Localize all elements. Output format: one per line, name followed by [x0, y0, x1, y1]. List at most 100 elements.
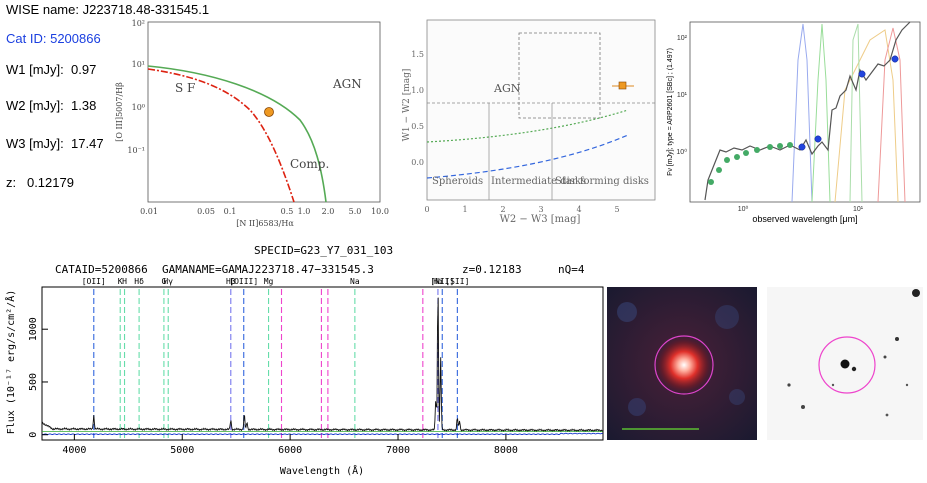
star-dot — [895, 337, 899, 341]
spectrum-line-label: [OII] — [82, 277, 106, 286]
w3-label: W3 [mJy]: — [6, 136, 64, 151]
star-dot — [831, 383, 835, 387]
sed-green-point — [716, 167, 722, 173]
bpt-xtick-1: 0.05 — [197, 207, 215, 216]
bpt-x-ticks: 0.01 0.05 0.1 0.5 1.0 2.0 5.0 10.0 — [140, 207, 389, 216]
sed-filter-w4 — [877, 27, 906, 203]
spectrum-cataid: CATAID=5200866 — [55, 263, 148, 276]
spectrum-line-label: Na — [350, 277, 360, 286]
sed-green-point — [743, 150, 749, 156]
sed-blue-point — [798, 143, 806, 151]
bpt-xlabel: [N II]6583/Hα — [236, 219, 294, 228]
spectrum-specid: SPECID=G23_Y7_031_103 — [254, 244, 394, 257]
spectrum-xtick-label: 8000 — [494, 445, 518, 456]
noise-blob — [715, 305, 739, 329]
sed-ytick-1: 10¹ — [677, 92, 688, 99]
spectrum-ytick-label: 500 — [28, 373, 39, 391]
sed-filter-w3 — [834, 29, 899, 203]
sed-green-point — [708, 179, 714, 185]
bpt-ytick-1: 10¹ — [132, 60, 145, 69]
bpt-region-sf: S F — [175, 81, 195, 95]
spectrum-x-ticks: 4000 5000 6000 7000 8000 — [62, 434, 518, 456]
sed-filter-w2 — [811, 23, 831, 203]
w2-label: W2 [mJy]: — [6, 98, 64, 113]
sed-blue-points — [798, 55, 899, 151]
wcc-x-ticks: 0 1 2 3 4 5 — [424, 205, 619, 214]
noise-blob — [628, 398, 646, 416]
spectrum-sigma-trace — [41, 432, 603, 435]
sed-template — [704, 21, 911, 201]
bpt-y-ticks: 10² 10¹ 10⁰ 10⁻¹ — [127, 19, 145, 155]
sed-blue-point — [814, 135, 822, 143]
sed-green-point — [754, 147, 760, 153]
bpt-xtick-6: 5.0 — [349, 207, 362, 216]
wcc-xtick-5: 5 — [614, 205, 619, 214]
sed-green-point — [734, 154, 740, 160]
star-dot — [912, 289, 920, 297]
bpt-point — [264, 107, 274, 117]
w1-row: W1 [mJy]: 0.97 — [6, 62, 96, 77]
cat-id-row: Cat ID: 5200866 — [6, 31, 101, 46]
wise-color-diagram: AGN Spheroids Intermediate disks Star fo… — [402, 19, 656, 225]
aperture-circle — [818, 336, 876, 394]
z-value: 0.12179 — [26, 175, 74, 190]
bpt-ylabel: [O III]5007/Hβ — [115, 82, 124, 142]
color-image-thumbnail — [607, 287, 757, 440]
w2-row: W2 [mJy]: 1.38 — [6, 98, 96, 113]
star-dot — [885, 413, 889, 417]
spectrum-xtick-label: 6000 — [278, 445, 302, 456]
sed-blue-point — [858, 70, 866, 78]
galaxy-core — [840, 359, 850, 369]
wise-name-value: J223718.48-331545.1 — [82, 2, 210, 17]
bpt-ytick-0: 10² — [132, 19, 145, 28]
sed-xlabel: observed wavelength [μm] — [752, 214, 857, 224]
wcc-xlabel: W2 − W3 [mag] — [500, 214, 581, 225]
bpt-xtick-4: 1.0 — [298, 207, 311, 216]
w2-value: 1.38 — [71, 98, 97, 113]
bpt-kauffmann-curve — [147, 68, 295, 203]
wcc-ytick-2: 1.0 — [411, 86, 424, 95]
spectrum-xtick-label: 5000 — [170, 445, 194, 456]
spectrum-plot: [OII] K H Hδ GHγ Hβ[OIII] Mg Na Hα[NII][SII] 400… — [4, 277, 604, 477]
star-dot — [883, 355, 887, 359]
bpt-xtick-2: 0.1 — [224, 207, 237, 216]
sed-green-point — [777, 143, 783, 149]
wcc-ytick-3: 1.5 — [411, 50, 424, 59]
spectrum-line-label: Hβ — [226, 277, 236, 286]
bpt-xtick-5: 2.0 — [322, 207, 335, 216]
cat-id-label: Cat ID: — [6, 31, 47, 46]
spectrum-frame — [41, 286, 604, 441]
wcc-blue-curve — [426, 134, 629, 179]
spectrum-line-markers — [93, 289, 458, 438]
bpt-kewley-curve — [147, 65, 327, 203]
wcc-ytick-0: 0.0 — [411, 158, 424, 167]
wcc-xtick-2: 2 — [500, 205, 505, 214]
spectrum-nq: nQ=4 — [558, 263, 585, 276]
bpt-xtick-0: 0.01 — [140, 207, 158, 216]
bpt-region-comp: Comp. — [290, 157, 329, 171]
spectrum-redshift: z=0.12183 — [462, 263, 522, 276]
star-dot — [801, 405, 805, 409]
wcc-frame — [426, 19, 656, 201]
sed-filter-nir — [849, 23, 863, 203]
sed-blue-point — [891, 55, 899, 63]
wise-name-row: WISE name: J223718.48-331545.1 — [6, 2, 209, 17]
spectrum-line-label: Mg — [264, 277, 274, 286]
spectrum-line-label: [NII] — [430, 277, 454, 286]
sed-xtick-1: 10¹ — [853, 206, 864, 213]
sed-green-point — [724, 157, 730, 163]
wcc-ytick-1: 0.5 — [411, 122, 424, 131]
wcc-green-curve — [426, 109, 629, 143]
wcc-y-ticks: 0.0 0.5 1.0 1.5 — [411, 50, 424, 167]
sed-y-ticks: 10² 10¹ 10⁰ — [676, 35, 687, 156]
bpt-diagram: S F AGN Comp. 10² 10¹ 10⁰ 10⁻¹ 0.01 0.05… — [115, 19, 389, 228]
bpt-ytick-2: 10⁰ — [132, 103, 145, 112]
wcc-agn-label: AGN — [493, 82, 521, 95]
spectrum-ytick-label: 0 — [28, 432, 39, 438]
sed-filter-w1 — [791, 23, 813, 203]
wcc-region-intermediate: Intermediate disks — [491, 176, 586, 187]
bpt-xtick-3: 0.5 — [281, 207, 294, 216]
sed-plot: 10² 10¹ 10⁰ 10⁰ 10¹ observed wavelength … — [667, 21, 921, 224]
w1-value: 0.97 — [71, 62, 97, 77]
spectrum-line-label: G — [161, 277, 166, 286]
